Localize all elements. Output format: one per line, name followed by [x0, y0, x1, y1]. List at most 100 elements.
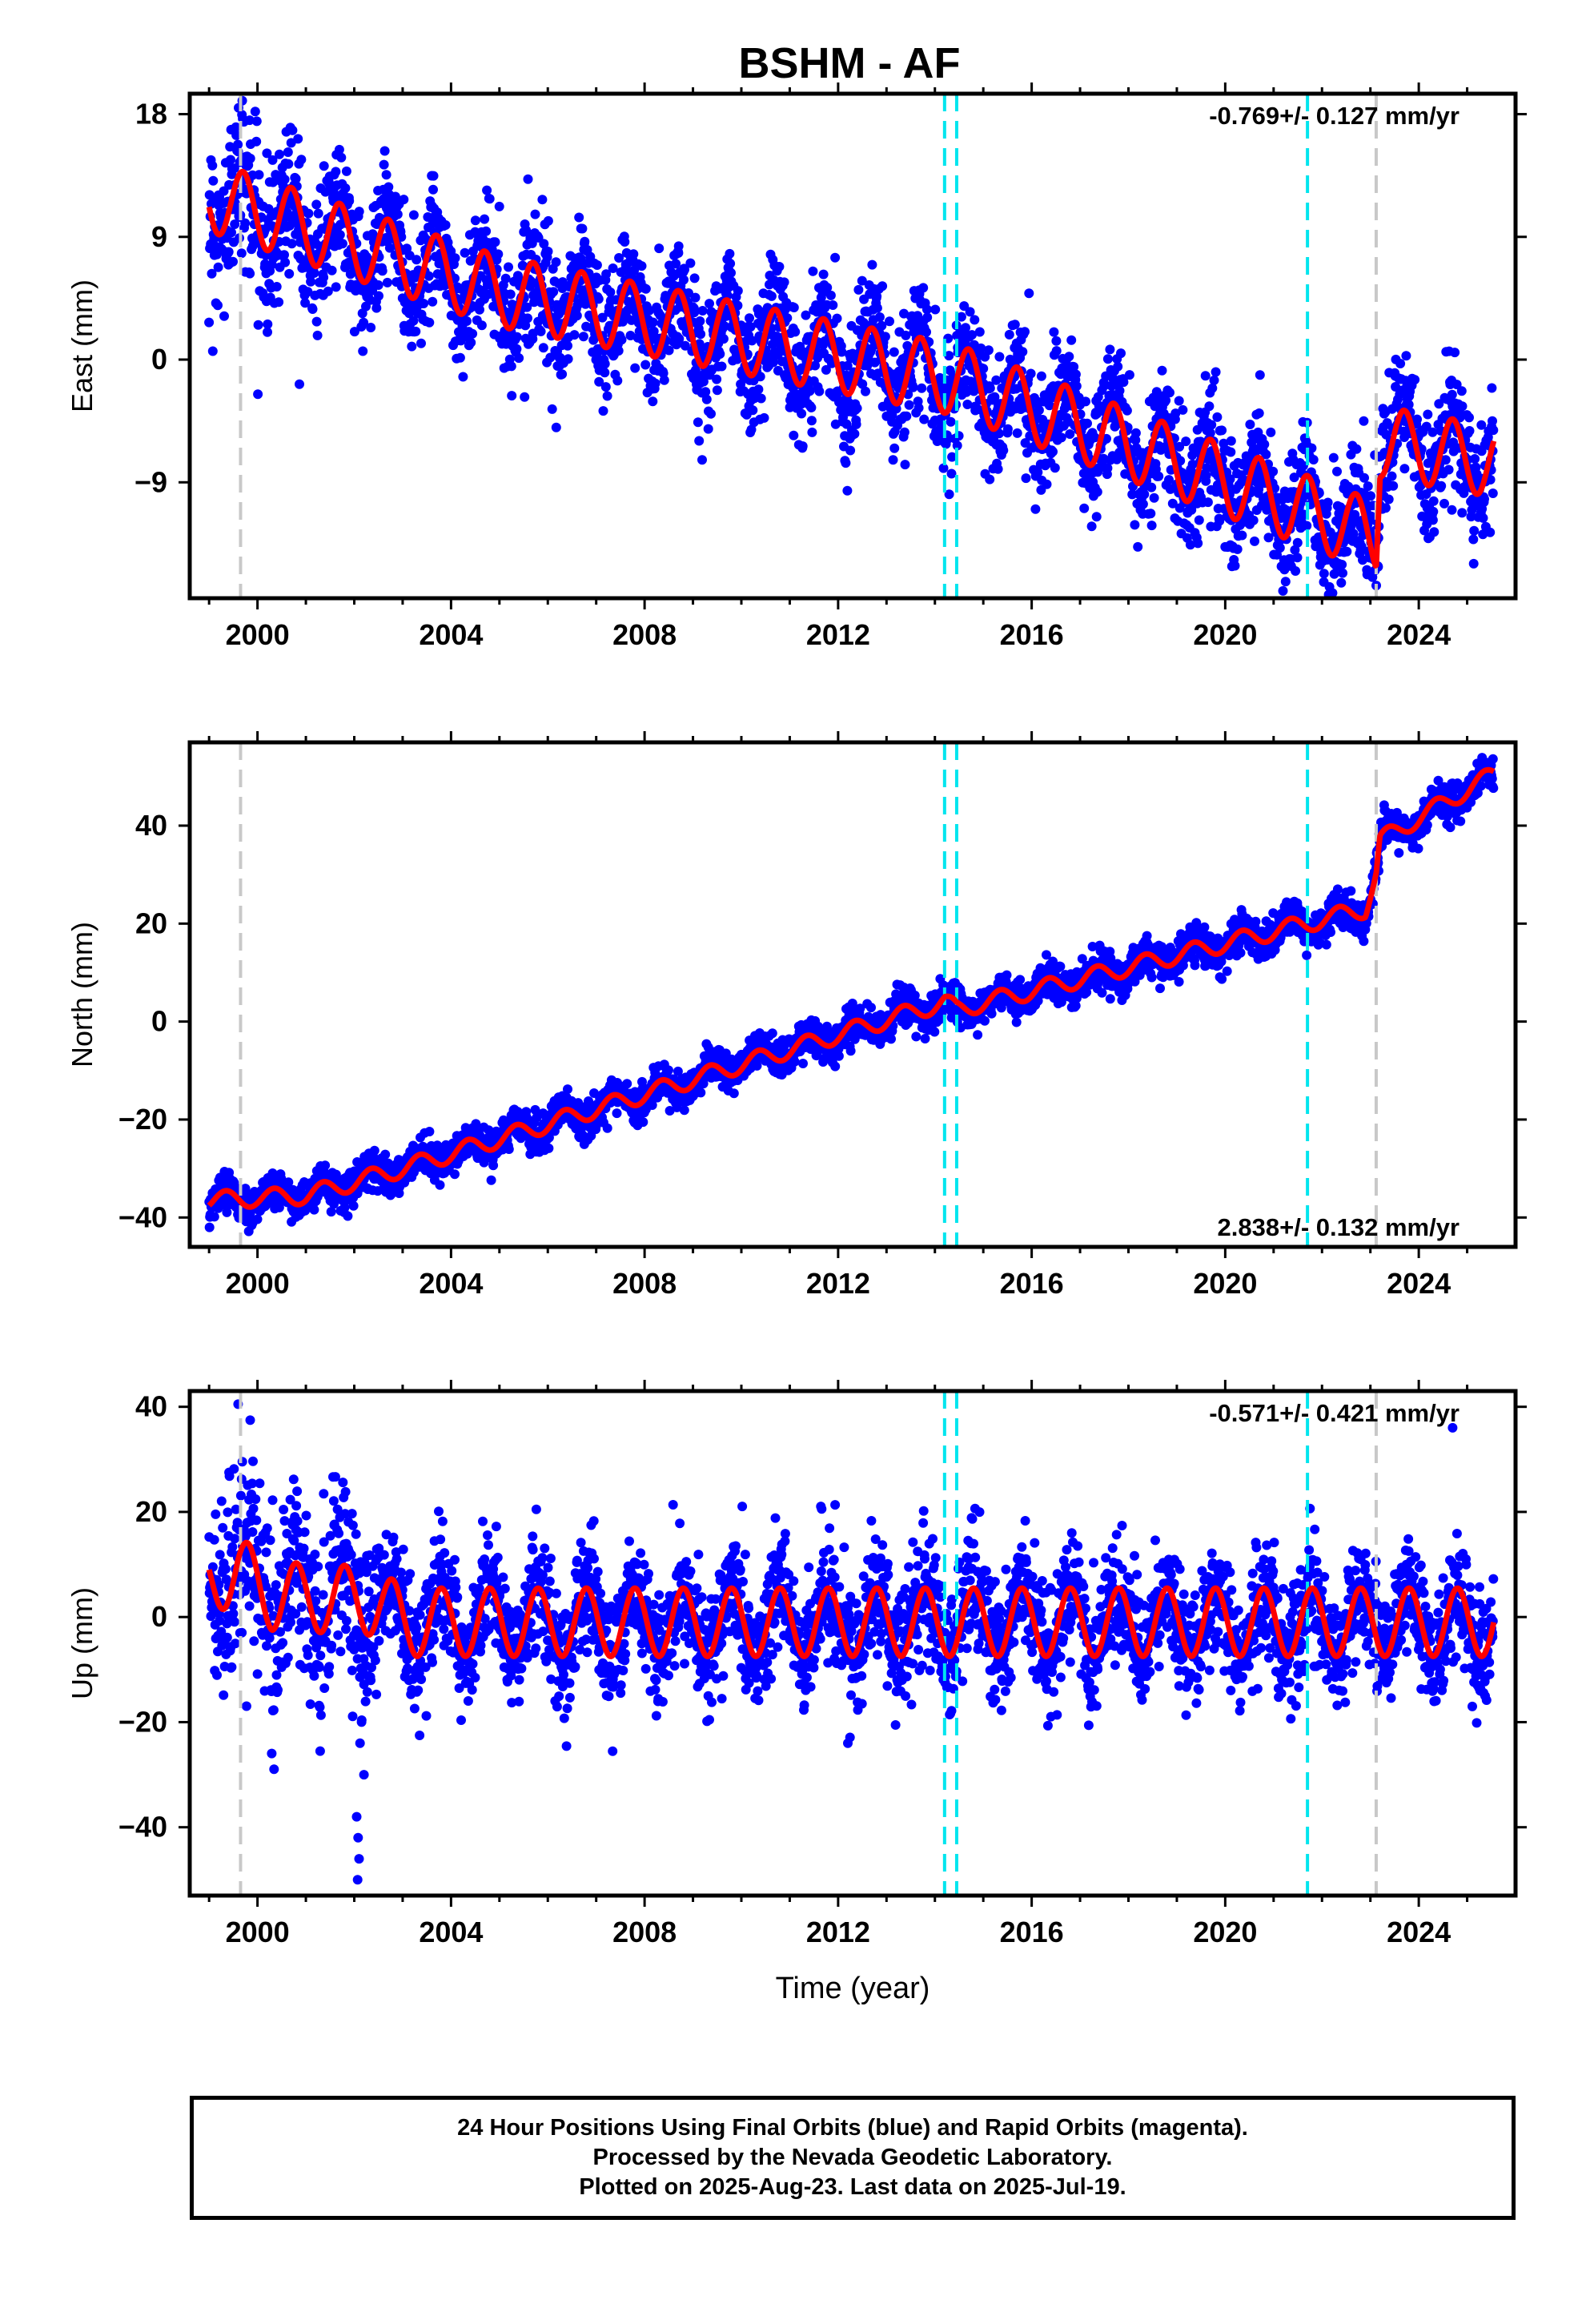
data-point: [1079, 503, 1090, 513]
data-point: [1174, 396, 1184, 406]
data-point: [1330, 611, 1339, 621]
data-point: [263, 319, 273, 329]
data-point: [522, 302, 532, 312]
y-tick-label: 18: [135, 98, 167, 131]
data-point: [726, 267, 736, 278]
data-point: [852, 403, 862, 413]
data-point: [455, 352, 465, 363]
panel-north: 2000 2004 2008 2012 2016 2020 2024−40−2002040N…: [66, 731, 1527, 1300]
data-point: [1399, 464, 1410, 474]
data-point: [1174, 441, 1185, 452]
data-point: [1319, 569, 1329, 579]
data-point: [381, 170, 391, 180]
data-point: [309, 267, 319, 278]
data-point: [725, 259, 736, 269]
data-point: [1002, 424, 1013, 434]
data-point: [341, 166, 351, 176]
data-point: [1338, 568, 1347, 578]
data-point: [1383, 494, 1394, 505]
data-point: [1292, 537, 1303, 548]
data-point: [614, 253, 624, 263]
data-point: [1048, 447, 1058, 456]
data-point: [349, 327, 359, 337]
data-point: [655, 310, 665, 320]
data-point: [1456, 386, 1467, 396]
data-point: [1086, 521, 1097, 532]
data-point: [240, 218, 251, 228]
data-point: [1280, 577, 1291, 587]
data-point: [236, 248, 247, 259]
data-point: [408, 210, 419, 220]
data-point: [536, 326, 546, 336]
data-point: [572, 311, 582, 321]
data-point: [348, 1200, 359, 1211]
data-point: [520, 320, 531, 331]
data-point: [789, 430, 799, 440]
data-point: [1157, 365, 1167, 376]
data-point: [1130, 435, 1141, 445]
data-point: [725, 248, 735, 259]
data-point: [594, 376, 604, 387]
data-point: [650, 378, 661, 388]
data-point: [636, 261, 647, 271]
data-point: [1225, 474, 1235, 485]
data-point: [306, 276, 316, 287]
data-point: [994, 428, 1004, 439]
data-point: [1363, 481, 1373, 492]
data-point: [233, 139, 243, 150]
data-point: [331, 167, 341, 177]
data-point: [885, 316, 894, 327]
data-point: [262, 148, 272, 159]
data-point: [319, 161, 329, 171]
data-point: [1102, 463, 1113, 473]
data-point: [638, 1117, 648, 1128]
data-point: [602, 391, 612, 401]
data-point: [600, 359, 610, 369]
data-point: [563, 340, 572, 351]
data-point: [450, 253, 460, 263]
data-point: [1226, 436, 1236, 446]
data-point: [913, 403, 924, 413]
data-point: [947, 452, 958, 462]
data-point: [520, 392, 530, 402]
data-point: [204, 317, 215, 328]
data-point: [901, 330, 911, 340]
data-point: [1204, 401, 1215, 412]
data-point: [1066, 335, 1077, 345]
data-point: [648, 396, 658, 407]
y-tick-label: 0: [151, 343, 167, 376]
data-point: [323, 286, 333, 296]
x-tick-label: 2004: [419, 618, 483, 651]
data-point: [379, 146, 390, 156]
data-point: [1250, 536, 1259, 546]
data-point: [251, 116, 262, 127]
data-point: [1033, 467, 1043, 477]
data-point: [712, 374, 722, 384]
data-point: [1118, 377, 1129, 388]
data-point: [412, 255, 422, 265]
data-point: [944, 351, 954, 361]
data-point: [918, 283, 929, 293]
data-point: [842, 485, 853, 496]
data-point: [1091, 512, 1102, 522]
data-point: [810, 360, 821, 371]
data-point: [390, 191, 400, 202]
data-point: [1401, 351, 1411, 361]
data-point: [1289, 472, 1299, 483]
data-point: [1212, 412, 1223, 422]
data-point: [207, 346, 218, 356]
data-point: [407, 341, 417, 352]
data-point: [1427, 515, 1438, 525]
data-point: [782, 313, 793, 324]
data-point: [207, 268, 217, 279]
data-point: [1012, 428, 1022, 438]
data-point: [689, 273, 700, 283]
data-point: [970, 315, 980, 325]
data-point: [961, 323, 970, 333]
data-point: [253, 389, 263, 400]
data-point: [244, 115, 255, 126]
data-point: [648, 317, 658, 328]
data-point: [263, 327, 272, 337]
data-point: [889, 443, 900, 453]
data-point: [930, 304, 941, 315]
